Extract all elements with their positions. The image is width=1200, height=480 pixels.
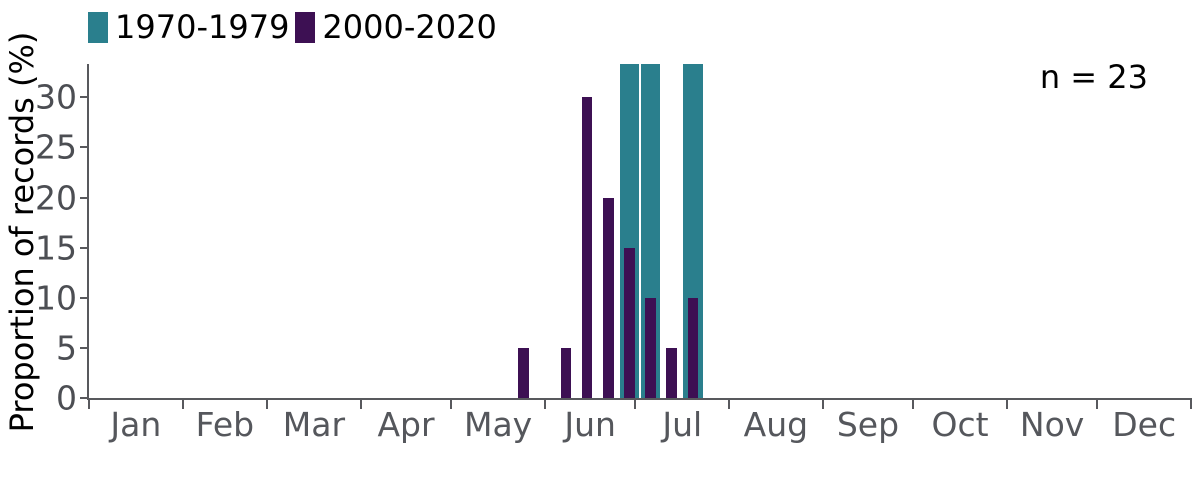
x-tick-label-jun: Jun — [564, 405, 616, 444]
x-axis-tick — [728, 400, 731, 409]
bar-2000-2020-jul-5 — [645, 297, 656, 398]
x-tick-label-sep: Sep — [836, 405, 900, 444]
x-axis-tick — [912, 400, 915, 409]
y-axis-tick — [80, 397, 87, 399]
y-tick-label-20: 20 — [35, 178, 77, 218]
x-axis-tick — [359, 400, 362, 409]
legend-swatch-1970-1979 — [88, 12, 108, 43]
x-axis-tick — [266, 400, 269, 409]
bar-2000-2020-jun-7 — [560, 347, 572, 398]
bar-2000-2020-jul-19 — [687, 297, 699, 398]
x-tick-label-aug: Aug — [743, 405, 809, 444]
y-tick-label-0: 0 — [56, 378, 77, 418]
x-axis-tick — [1096, 400, 1099, 409]
x-axis-tick — [450, 400, 453, 409]
x-axis-tick — [181, 400, 184, 409]
x-tick-label-feb: Feb — [195, 405, 255, 444]
bar-2000-2020-may-24 — [518, 347, 530, 398]
x-axis-line — [87, 398, 1192, 400]
y-axis-tick — [80, 96, 87, 99]
x-axis-tick — [88, 400, 90, 409]
x-tick-label-may: May — [463, 405, 533, 444]
x-tick-label-oct: Oct — [931, 405, 989, 444]
legend: 1970-1979 2000-2020 — [88, 8, 497, 46]
y-tick-label-5: 5 — [56, 328, 77, 368]
y-tick-label-30: 30 — [35, 77, 77, 117]
x-axis-tick — [1005, 400, 1008, 409]
bar-2000-2020-jul-12 — [666, 347, 677, 398]
x-axis-tick — [1190, 400, 1192, 409]
x-axis-tick — [821, 400, 824, 409]
x-tick-label-apr: Apr — [377, 405, 435, 444]
y-axis-tick — [80, 246, 87, 249]
y-axis-tick — [80, 296, 87, 299]
y-axis-tick — [80, 346, 87, 349]
legend-label-2000-2020: 2000-2020 — [322, 8, 497, 46]
x-tick-label-nov: Nov — [1019, 405, 1085, 444]
y-axis-tick — [80, 196, 87, 199]
legend-label-1970-1979: 1970-1979 — [115, 8, 290, 46]
sample-size-annotation: n = 23 — [1039, 58, 1148, 96]
x-axis-tick — [634, 400, 637, 409]
y-tick-label-25: 25 — [35, 127, 77, 167]
x-tick-label-jan: Jan — [110, 405, 162, 444]
y-axis-tick — [80, 146, 87, 149]
x-tick-label-mar: Mar — [282, 405, 346, 444]
bar-2000-2020-jun-28 — [624, 247, 635, 398]
legend-swatch-2000-2020 — [295, 12, 316, 43]
y-axis-line — [87, 64, 89, 400]
y-tick-label-15: 15 — [35, 228, 77, 268]
x-tick-label-dec: Dec — [1112, 405, 1177, 444]
bar-2000-2020-jun-14 — [581, 97, 593, 398]
bar-2000-2020-jun-21 — [603, 197, 614, 398]
y-tick-label-10: 10 — [35, 278, 77, 318]
x-axis-tick — [543, 400, 546, 409]
x-tick-label-jul: Jul — [662, 405, 703, 444]
